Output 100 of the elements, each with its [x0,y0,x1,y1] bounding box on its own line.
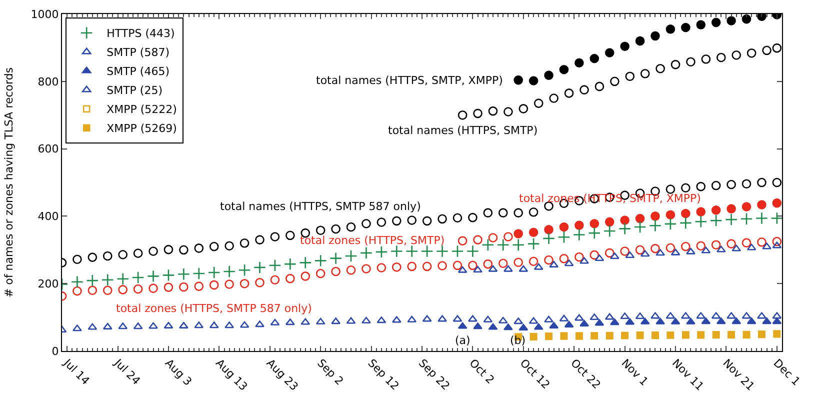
point [194,282,204,291]
point [179,282,188,292]
point [346,222,356,232]
legend-label: HTTPS (443) [106,27,175,40]
point [498,208,508,218]
point [468,260,478,270]
point [610,76,620,86]
point [772,312,782,319]
point [452,260,462,270]
point [316,268,326,278]
point [726,239,736,248]
point [436,245,449,258]
point [742,202,752,212]
point [666,312,676,319]
point [686,57,696,66]
point [528,228,538,238]
point [594,319,604,326]
point [534,323,544,330]
point [223,265,236,278]
point [580,320,589,326]
point [696,20,706,30]
point [285,318,295,326]
point [762,242,772,250]
point [420,245,434,258]
point [504,107,513,116]
point [488,265,498,272]
point [580,257,589,264]
point [686,318,696,324]
point [331,266,340,276]
point [564,320,574,328]
point [286,274,295,284]
y-tick-label: 200 [38,277,59,290]
point [240,238,250,248]
point [362,316,371,324]
x-tick-label: Jul 14 [60,356,92,388]
point [549,94,558,103]
point [534,263,544,270]
point [438,214,447,224]
point [732,244,742,252]
point [300,318,310,325]
point [666,243,676,253]
point [716,318,726,324]
y-tick-label: 400 [38,210,59,224]
point [88,286,98,295]
point [603,224,616,238]
point [407,316,417,322]
point [86,274,99,287]
point [726,16,736,26]
point [488,323,498,330]
point [534,98,544,108]
point [610,318,620,326]
point [133,284,143,294]
point [716,246,726,252]
point [194,322,204,328]
point [458,236,468,246]
point [610,252,620,260]
point [88,323,98,330]
point [70,276,84,288]
point [694,215,708,228]
point [681,208,690,218]
point [746,244,756,250]
point [468,212,478,222]
point [544,316,554,322]
point [604,248,614,258]
x-tick-label: Sep 22 [416,356,452,393]
point [635,36,645,46]
point [72,286,82,296]
point [701,246,711,254]
point [604,48,614,58]
point [362,264,371,274]
legend-label: XMPP (5269) [106,122,177,136]
point [650,244,660,254]
x-tick-label: Nov 21 [720,356,757,394]
point [732,318,742,324]
point [528,208,538,217]
point [118,285,128,294]
point [528,256,538,266]
x-tick-label: Nov 1 [618,356,651,388]
point [549,260,559,268]
point [299,256,312,269]
point [711,18,721,28]
point [331,318,340,324]
point [407,216,417,225]
point [118,322,128,330]
y-axis-title: # of names or zones having TLSA records [2,67,16,298]
point [346,317,356,324]
point [772,242,782,248]
point [670,318,680,324]
point [344,250,358,262]
point [696,207,706,216]
point [224,280,234,289]
series-label: total zones (HTTPS, SMTP 587 only) [116,302,312,315]
point [147,270,160,282]
point [696,182,706,192]
point [451,245,464,258]
point [564,260,574,266]
point [376,263,386,272]
point [422,315,432,322]
x-tick-label: Nov 11 [670,356,706,394]
point [101,274,114,286]
